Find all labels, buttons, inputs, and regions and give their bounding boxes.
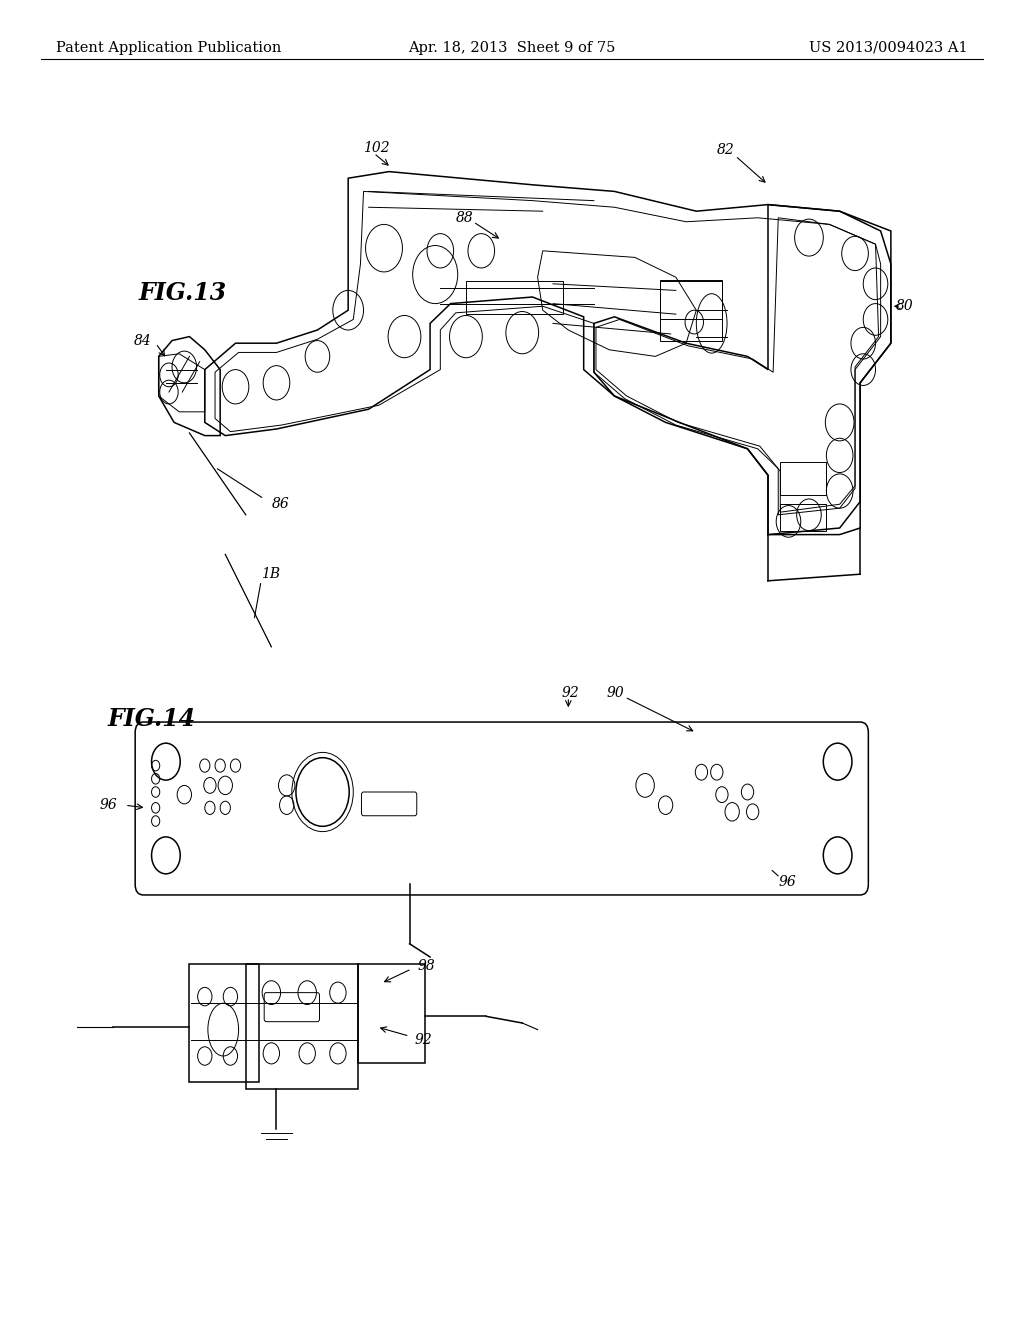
Text: 98: 98 xyxy=(418,960,435,973)
Text: 88: 88 xyxy=(456,211,473,224)
Text: 96: 96 xyxy=(100,799,118,812)
Text: 86: 86 xyxy=(271,498,289,511)
Text: 92: 92 xyxy=(561,686,579,700)
Text: Patent Application Publication: Patent Application Publication xyxy=(56,41,282,54)
Text: 102: 102 xyxy=(364,141,390,154)
Text: 1B: 1B xyxy=(261,568,281,581)
Text: US 2013/0094023 A1: US 2013/0094023 A1 xyxy=(809,41,968,54)
Text: 82: 82 xyxy=(717,144,734,157)
Text: 96: 96 xyxy=(778,875,796,888)
Text: FIG.13: FIG.13 xyxy=(138,281,226,305)
Text: 90: 90 xyxy=(606,686,624,700)
Text: 80: 80 xyxy=(896,300,913,313)
Text: 84: 84 xyxy=(134,334,152,347)
Text: FIG.14: FIG.14 xyxy=(108,708,196,731)
Text: Apr. 18, 2013  Sheet 9 of 75: Apr. 18, 2013 Sheet 9 of 75 xyxy=(409,41,615,54)
Text: 92: 92 xyxy=(415,1034,432,1047)
